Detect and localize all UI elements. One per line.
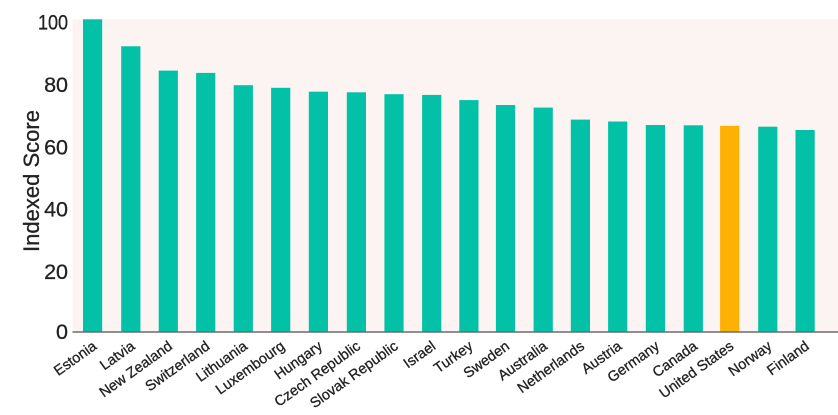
svg-text:Indexed Score: Indexed Score xyxy=(19,110,44,252)
svg-text:100: 100 xyxy=(38,10,68,34)
svg-text:40: 40 xyxy=(44,197,68,221)
svg-text:20: 20 xyxy=(44,260,68,284)
svg-text:80: 80 xyxy=(44,73,68,97)
svg-text:60: 60 xyxy=(44,135,68,159)
svg-text:0: 0 xyxy=(56,320,68,344)
